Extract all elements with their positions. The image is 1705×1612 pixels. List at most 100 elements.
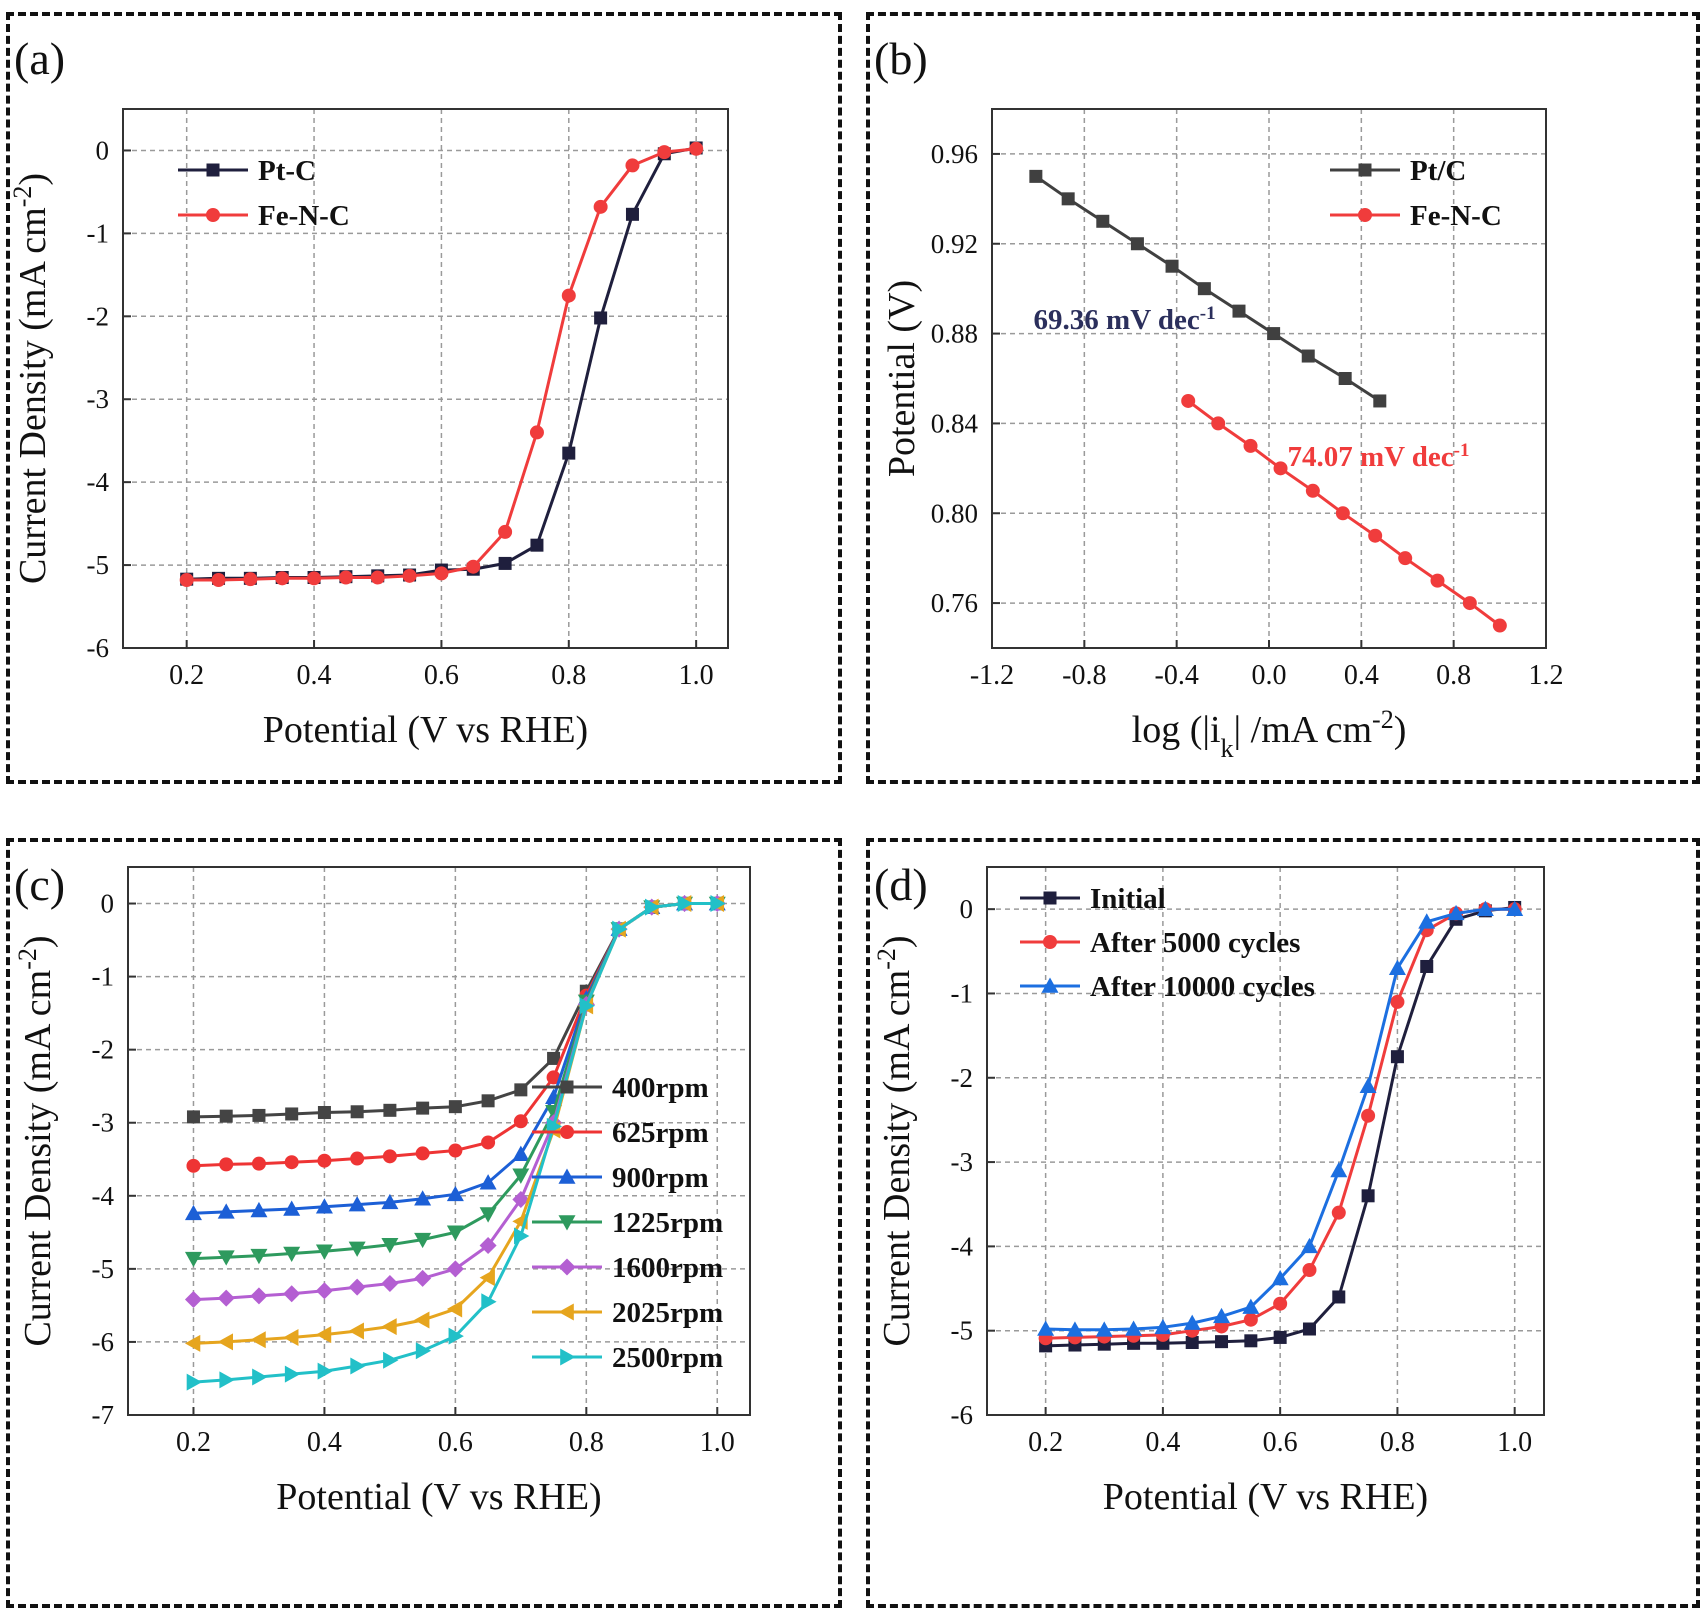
data-point [579, 997, 595, 1015]
data-point [381, 1237, 399, 1254]
data-point [1130, 237, 1144, 251]
data-point [1332, 1290, 1346, 1304]
data-point [1302, 1322, 1316, 1336]
plot-frame [986, 866, 1545, 1416]
data-point [1267, 327, 1281, 341]
plot-frame [127, 866, 751, 1416]
data-point [219, 1109, 233, 1123]
data-point [1462, 596, 1477, 611]
y-tick-label: -4 [87, 467, 110, 497]
data-point [186, 1158, 201, 1173]
data-point [512, 1190, 530, 1208]
chart-a: (a) 0.2 0.4 0.6 0.8 1.0 0 -1 -2 -3 -4 -5 -6 Potential… [10, 33, 729, 751]
legend-label: After 5000 cycles [1090, 927, 1300, 959]
x-axis-label: log (|ik| /mA cm-2) [1132, 705, 1407, 763]
data-point [446, 1185, 464, 1202]
data-point [1165, 259, 1179, 273]
y-tick-label: 0.88 [931, 319, 978, 349]
panel-label: (a) [14, 33, 65, 84]
x-tick-label: 0.8 [551, 660, 586, 691]
y-tick-label: 0.76 [931, 588, 978, 618]
data-point [338, 570, 353, 585]
panel-label: (d) [874, 859, 928, 910]
legend-label: Initial [1090, 883, 1166, 915]
chart-d: (d) 0.2 0.4 0.6 0.8 1.0 0 -1 -2 -3 -4 -5 -6 Potential… [872, 859, 1545, 1518]
grid [992, 109, 1546, 648]
data-point [1390, 994, 1405, 1009]
legend-marker [560, 1125, 574, 1139]
data-point [446, 1260, 464, 1278]
data-point [317, 1106, 331, 1120]
x-tick-label: 0.4 [307, 1427, 342, 1458]
data-point [370, 570, 385, 585]
data-point [350, 1151, 365, 1166]
data-point [284, 1365, 301, 1383]
legend-marker [558, 1215, 576, 1231]
data-point [1492, 618, 1507, 633]
data-point [1125, 1320, 1143, 1336]
data-point [315, 1198, 333, 1214]
x-tick-label: 1.2 [1529, 660, 1564, 691]
x-tick-label: 0.4 [1344, 660, 1379, 691]
data-point [381, 1318, 397, 1336]
data-point [317, 1153, 332, 1168]
data-point [315, 1326, 332, 1344]
data-point [317, 1362, 333, 1380]
x-tick-label: 0.8 [1436, 660, 1471, 691]
data-point [561, 288, 576, 303]
data-point [402, 568, 417, 583]
legend-marker [206, 163, 220, 177]
y-tick-label: -6 [951, 1400, 974, 1430]
x-tick-label: 0.6 [1263, 1427, 1298, 1458]
data-point [710, 895, 726, 913]
data-point [416, 1101, 430, 1115]
data-point [479, 1269, 495, 1287]
data-point [275, 571, 290, 586]
data-point [448, 1100, 462, 1114]
x-tick-label: 1.0 [679, 660, 714, 691]
data-point [219, 1157, 234, 1172]
grid [123, 109, 728, 648]
data-point [219, 1371, 235, 1389]
data-point [1430, 573, 1445, 588]
legend: 400rpm 625rpm 900rpm 1225rpm 1600rpm 2025rpm 2… [532, 1072, 723, 1374]
data-point [1242, 1298, 1260, 1314]
data-point [283, 1200, 301, 1216]
data-point [1300, 1237, 1318, 1254]
data-point [530, 538, 544, 552]
legend-marker [1041, 977, 1059, 993]
y-axis-label: Current Density (mA cm-2) [10, 173, 54, 584]
data-point [514, 1227, 530, 1245]
data-point [1359, 1077, 1377, 1093]
x-tick-label: 0.8 [1380, 1427, 1415, 1458]
data-point [250, 1287, 268, 1305]
data-point [348, 1241, 366, 1257]
legend-label: Fe-N-C [1410, 200, 1502, 232]
data-point [1506, 900, 1524, 916]
data-point [612, 920, 628, 938]
data-point [479, 1236, 497, 1254]
legend-label: 2500rpm [612, 1342, 723, 1374]
legend-marker [1358, 208, 1372, 222]
data-point [1037, 1320, 1055, 1336]
legend-marker [558, 1303, 574, 1321]
data-point [415, 1342, 432, 1360]
y-tick-label: -5 [951, 1316, 974, 1346]
data-point [415, 1146, 430, 1161]
data-point [1213, 1307, 1231, 1324]
data-point [1398, 551, 1413, 566]
data-point [184, 1251, 202, 1268]
data-point [1215, 1335, 1229, 1349]
data-point [1243, 438, 1258, 453]
y-axis-label: Current Density (mA cm-2) [872, 935, 919, 1346]
panel-c: (c) 0.2 0.4 0.6 0.8 1.0 0 -1 -2 -3 -4 -5 -6 -7 Potenti… [6, 838, 842, 1608]
y-tick-label: -5 [87, 550, 110, 580]
data-point [1335, 506, 1350, 521]
data-point [283, 1285, 301, 1303]
x-tick-label: 0.4 [297, 660, 332, 691]
y-tick-label: -3 [87, 384, 110, 414]
data-point [186, 1110, 200, 1124]
y-tick-label: -4 [92, 1181, 115, 1211]
data-point [1418, 913, 1436, 929]
x-tick-label: 0.6 [438, 1427, 473, 1458]
